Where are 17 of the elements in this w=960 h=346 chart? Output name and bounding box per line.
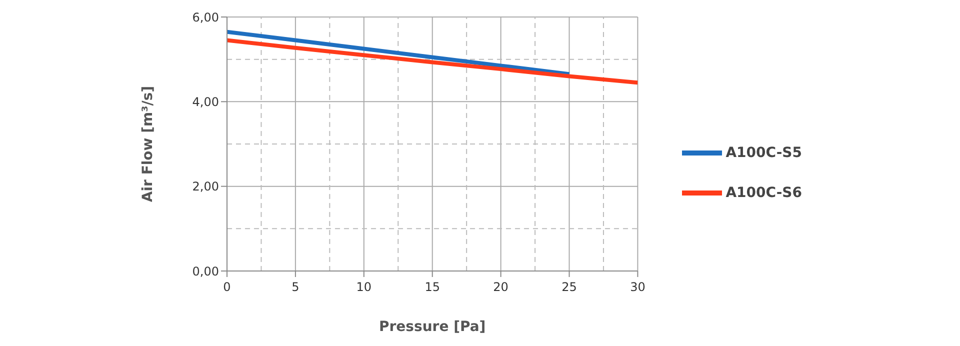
line-series <box>227 30 572 76</box>
y-tick-label: 6,00 <box>192 10 219 24</box>
x-axis-title: Pressure [Pa] <box>379 319 486 335</box>
x-tick-label: 20 <box>493 280 508 294</box>
x-tick-label: 0 <box>223 280 231 294</box>
y-tick-label: 0,00 <box>192 264 219 278</box>
y-tick-label: 2,00 <box>192 180 219 194</box>
line-series <box>227 38 638 85</box>
y-axis-title: Air Flow [m³/s] <box>140 86 156 202</box>
legend-label: A100C-S6 <box>726 184 802 201</box>
x-tick-label: 10 <box>356 280 372 294</box>
x-tick-label: 15 <box>424 280 440 294</box>
x-tick-label: 25 <box>562 280 577 294</box>
x-tick-label: 30 <box>630 280 646 294</box>
x-tick-label: 5 <box>292 280 300 294</box>
legend-label: A100C-S5 <box>726 144 802 161</box>
y-tick-label: 4,00 <box>192 94 219 109</box>
